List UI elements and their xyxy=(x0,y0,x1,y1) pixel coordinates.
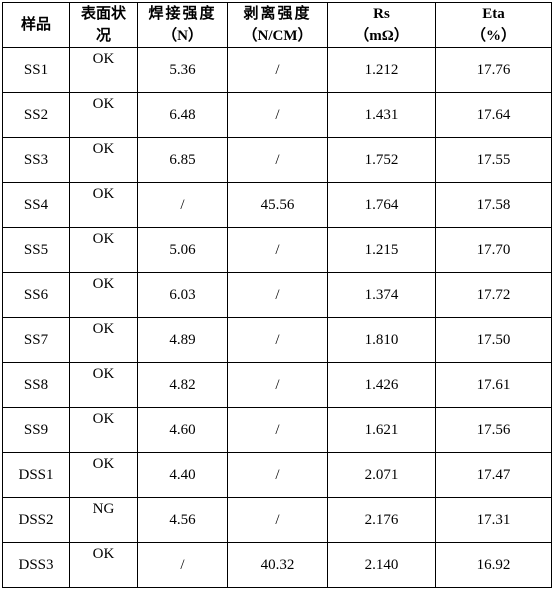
table-row: DSS2NG4.56/2.17617.31 xyxy=(3,498,552,543)
cell-peel: 40.32 xyxy=(228,543,328,588)
cell-weld: 4.89 xyxy=(138,318,228,363)
cell-weld: 5.36 xyxy=(138,48,228,93)
cell-eta: 17.61 xyxy=(436,363,552,408)
table-body: SS1OK5.36/1.21217.76SS2OK6.48/1.43117.64… xyxy=(3,48,552,588)
hdr-rs-2: （mΩ） xyxy=(328,25,436,48)
table-row: SS3OK6.85/1.75217.55 xyxy=(3,138,552,183)
cell-weld: 5.06 xyxy=(138,228,228,273)
cell-sample: SS1 xyxy=(3,48,70,93)
cell-surface: OK xyxy=(70,408,138,453)
hdr-sample: 样品 xyxy=(3,3,70,48)
cell-sample: SS6 xyxy=(3,273,70,318)
data-table: 样品 表面状 焊接强度 剥离强度 Rs Eta 况 （N） （N/CM） （mΩ… xyxy=(2,2,552,588)
cell-eta: 17.72 xyxy=(436,273,552,318)
cell-surface: OK xyxy=(70,93,138,138)
cell-rs: 1.426 xyxy=(328,363,436,408)
table-row: SS6OK6.03/1.37417.72 xyxy=(3,273,552,318)
table-row: SS4OK/45.561.76417.58 xyxy=(3,183,552,228)
cell-sample: SS4 xyxy=(3,183,70,228)
hdr-weld-2: （N） xyxy=(138,25,228,48)
cell-sample: SS2 xyxy=(3,93,70,138)
cell-peel: / xyxy=(228,228,328,273)
cell-weld: 4.40 xyxy=(138,453,228,498)
cell-rs: 1.764 xyxy=(328,183,436,228)
cell-peel: / xyxy=(228,363,328,408)
table-row: SS9OK4.60/1.62117.56 xyxy=(3,408,552,453)
cell-eta: 17.76 xyxy=(436,48,552,93)
hdr-weld-1: 焊接强度 xyxy=(138,3,228,26)
cell-peel: / xyxy=(228,93,328,138)
cell-eta: 17.64 xyxy=(436,93,552,138)
table-row: SS2OK6.48/1.43117.64 xyxy=(3,93,552,138)
cell-sample: SS5 xyxy=(3,228,70,273)
cell-eta: 17.50 xyxy=(436,318,552,363)
table-row: DSS3OK/40.322.14016.92 xyxy=(3,543,552,588)
cell-weld: 4.60 xyxy=(138,408,228,453)
cell-surface: OK xyxy=(70,273,138,318)
table-row: SS8OK4.82/1.42617.61 xyxy=(3,363,552,408)
cell-rs: 2.071 xyxy=(328,453,436,498)
hdr-surface-2: 况 xyxy=(70,25,138,48)
cell-rs: 1.810 xyxy=(328,318,436,363)
cell-surface: OK xyxy=(70,318,138,363)
cell-eta: 17.31 xyxy=(436,498,552,543)
cell-eta: 16.92 xyxy=(436,543,552,588)
hdr-rs-1: Rs xyxy=(328,3,436,26)
cell-sample: SS9 xyxy=(3,408,70,453)
cell-sample: DSS3 xyxy=(3,543,70,588)
cell-surface: NG xyxy=(70,498,138,543)
hdr-eta-1: Eta xyxy=(436,3,552,26)
cell-weld: 6.48 xyxy=(138,93,228,138)
cell-eta: 17.56 xyxy=(436,408,552,453)
cell-peel: / xyxy=(228,498,328,543)
cell-rs: 1.215 xyxy=(328,228,436,273)
cell-rs: 1.374 xyxy=(328,273,436,318)
cell-peel: / xyxy=(228,48,328,93)
cell-eta: 17.47 xyxy=(436,453,552,498)
cell-sample: SS3 xyxy=(3,138,70,183)
table-row: SS7OK4.89/1.81017.50 xyxy=(3,318,552,363)
cell-eta: 17.58 xyxy=(436,183,552,228)
cell-weld: / xyxy=(138,183,228,228)
hdr-eta-2: （%） xyxy=(436,25,552,48)
cell-eta: 17.70 xyxy=(436,228,552,273)
cell-surface: OK xyxy=(70,363,138,408)
cell-rs: 1.621 xyxy=(328,408,436,453)
cell-sample: SS7 xyxy=(3,318,70,363)
cell-sample: DSS1 xyxy=(3,453,70,498)
cell-weld: 4.56 xyxy=(138,498,228,543)
cell-surface: OK xyxy=(70,138,138,183)
cell-sample: SS8 xyxy=(3,363,70,408)
header-row-1: 样品 表面状 焊接强度 剥离强度 Rs Eta xyxy=(3,3,552,26)
cell-surface: OK xyxy=(70,183,138,228)
table-row: DSS1OK4.40/2.07117.47 xyxy=(3,453,552,498)
cell-rs: 2.176 xyxy=(328,498,436,543)
cell-weld: 4.82 xyxy=(138,363,228,408)
hdr-surface-1: 表面状 xyxy=(70,3,138,26)
cell-rs: 2.140 xyxy=(328,543,436,588)
cell-rs: 1.431 xyxy=(328,93,436,138)
table-row: SS5OK5.06/1.21517.70 xyxy=(3,228,552,273)
cell-weld: 6.03 xyxy=(138,273,228,318)
cell-surface: OK xyxy=(70,453,138,498)
table-row: SS1OK5.36/1.21217.76 xyxy=(3,48,552,93)
cell-peel: / xyxy=(228,453,328,498)
hdr-peel-2: （N/CM） xyxy=(228,25,328,48)
cell-peel: / xyxy=(228,273,328,318)
cell-peel: 45.56 xyxy=(228,183,328,228)
hdr-peel-1: 剥离强度 xyxy=(228,3,328,26)
header-row-2: 况 （N） （N/CM） （mΩ） （%） xyxy=(3,25,552,48)
cell-eta: 17.55 xyxy=(436,138,552,183)
cell-peel: / xyxy=(228,408,328,453)
cell-peel: / xyxy=(228,138,328,183)
cell-surface: OK xyxy=(70,543,138,588)
cell-rs: 1.752 xyxy=(328,138,436,183)
cell-weld: 6.85 xyxy=(138,138,228,183)
cell-weld: / xyxy=(138,543,228,588)
cell-sample: DSS2 xyxy=(3,498,70,543)
cell-surface: OK xyxy=(70,48,138,93)
cell-rs: 1.212 xyxy=(328,48,436,93)
cell-surface: OK xyxy=(70,228,138,273)
cell-peel: / xyxy=(228,318,328,363)
